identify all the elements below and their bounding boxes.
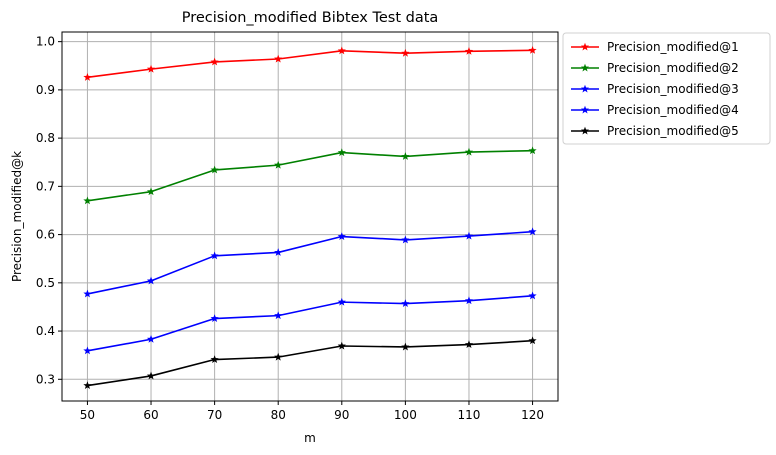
y-tick-label: 0.3 bbox=[36, 372, 55, 386]
data-point bbox=[464, 296, 474, 305]
legend-label: Precision_modified@2 bbox=[607, 61, 739, 75]
plot-frame bbox=[61, 31, 559, 402]
y-axis-ticks: 0.3 0.4 0.5 0.6 0.7 0.8 0.9 1.0 bbox=[36, 35, 62, 386]
series-line bbox=[87, 149, 533, 202]
y-tick-label: 1.0 bbox=[36, 35, 55, 49]
data-point bbox=[210, 165, 219, 174]
legend-label: Precision_modified@4 bbox=[607, 103, 739, 117]
legend-label: Precision_modified@5 bbox=[607, 124, 739, 138]
x-tick-label: 90 bbox=[334, 408, 349, 422]
y-tick-label: 0.4 bbox=[36, 324, 55, 338]
y-tick-label: 0.5 bbox=[36, 276, 55, 290]
data-point bbox=[274, 352, 283, 361]
data-point bbox=[274, 311, 283, 320]
data-point bbox=[337, 148, 346, 157]
x-tick-label: 50 bbox=[80, 408, 95, 422]
data-point bbox=[401, 342, 410, 351]
data-point bbox=[528, 291, 537, 300]
x-tick-label: 110 bbox=[458, 408, 481, 422]
x-tick-label: 70 bbox=[207, 408, 222, 422]
legend-item: Precision_modified@1 bbox=[571, 40, 739, 54]
series-4 bbox=[83, 291, 537, 355]
x-tick-label: 120 bbox=[521, 408, 544, 422]
data-point bbox=[210, 355, 219, 363]
data-point bbox=[274, 160, 283, 169]
legend-item: Precision_modified@2 bbox=[571, 61, 739, 75]
legend: Precision_modified@1 Precision_modified@2… bbox=[562, 32, 771, 145]
x-tick-label: 100 bbox=[394, 408, 417, 422]
data-point bbox=[528, 46, 537, 54]
data-point bbox=[464, 46, 474, 55]
series-5 bbox=[83, 336, 537, 390]
data-point bbox=[401, 299, 410, 308]
y-tick-label: 0.7 bbox=[36, 179, 55, 193]
y-tick-label: 0.8 bbox=[36, 131, 55, 145]
data-point bbox=[83, 73, 92, 81]
data-point bbox=[401, 48, 410, 57]
legend-item: Precision_modified@5 bbox=[571, 124, 739, 138]
data-point bbox=[83, 381, 92, 390]
data-point bbox=[210, 251, 219, 260]
data-point bbox=[83, 346, 92, 355]
data-point bbox=[146, 371, 156, 380]
x-axis-label: m bbox=[304, 431, 316, 445]
x-tick-label: 80 bbox=[271, 408, 286, 422]
legend-marker bbox=[580, 126, 590, 135]
data-point bbox=[528, 336, 537, 345]
series-line bbox=[87, 230, 533, 295]
series-line bbox=[87, 49, 533, 79]
legend-marker bbox=[580, 84, 590, 93]
data-point bbox=[401, 235, 410, 244]
data-point bbox=[337, 341, 346, 350]
series-1 bbox=[83, 46, 537, 81]
data-point bbox=[464, 340, 474, 349]
legend-label: Precision_modified@1 bbox=[607, 40, 739, 54]
legend-label: Precision_modified@3 bbox=[607, 82, 739, 96]
legend-marker bbox=[580, 105, 590, 114]
data-point bbox=[337, 232, 346, 240]
data-point bbox=[528, 227, 537, 236]
data-point bbox=[274, 248, 283, 256]
legend-marker bbox=[580, 42, 590, 51]
data-point bbox=[528, 146, 537, 155]
data-point bbox=[146, 64, 156, 73]
grid bbox=[62, 32, 558, 401]
y-axis-label: Precision_modified@k bbox=[10, 151, 24, 282]
data-point bbox=[337, 297, 346, 306]
data-point bbox=[146, 276, 156, 285]
data-point bbox=[210, 57, 219, 66]
series-layer bbox=[83, 46, 537, 390]
series-line bbox=[87, 339, 533, 387]
legend-marker bbox=[580, 63, 590, 72]
legend-item: Precision_modified@4 bbox=[571, 103, 739, 117]
data-point bbox=[401, 152, 410, 160]
series-line bbox=[87, 295, 533, 352]
data-point bbox=[83, 196, 92, 205]
data-point bbox=[146, 334, 156, 343]
y-tick-label: 0.6 bbox=[36, 228, 55, 242]
data-point bbox=[337, 46, 346, 55]
x-tick-label: 60 bbox=[143, 408, 158, 422]
data-point bbox=[210, 314, 219, 322]
series-2 bbox=[83, 146, 537, 205]
data-point bbox=[146, 187, 156, 196]
data-point bbox=[83, 289, 92, 298]
chart-title: Precision_modified Bibtex Test data bbox=[182, 10, 439, 26]
y-tick-label: 0.9 bbox=[36, 83, 55, 97]
data-point bbox=[464, 231, 474, 240]
data-point bbox=[464, 147, 474, 156]
legend-item: Precision_modified@3 bbox=[571, 82, 739, 96]
series-3 bbox=[83, 227, 537, 298]
x-axis-ticks: 50 60 70 80 90 100 110 120 bbox=[80, 401, 544, 422]
legend-box bbox=[562, 32, 771, 145]
data-point bbox=[274, 54, 283, 63]
